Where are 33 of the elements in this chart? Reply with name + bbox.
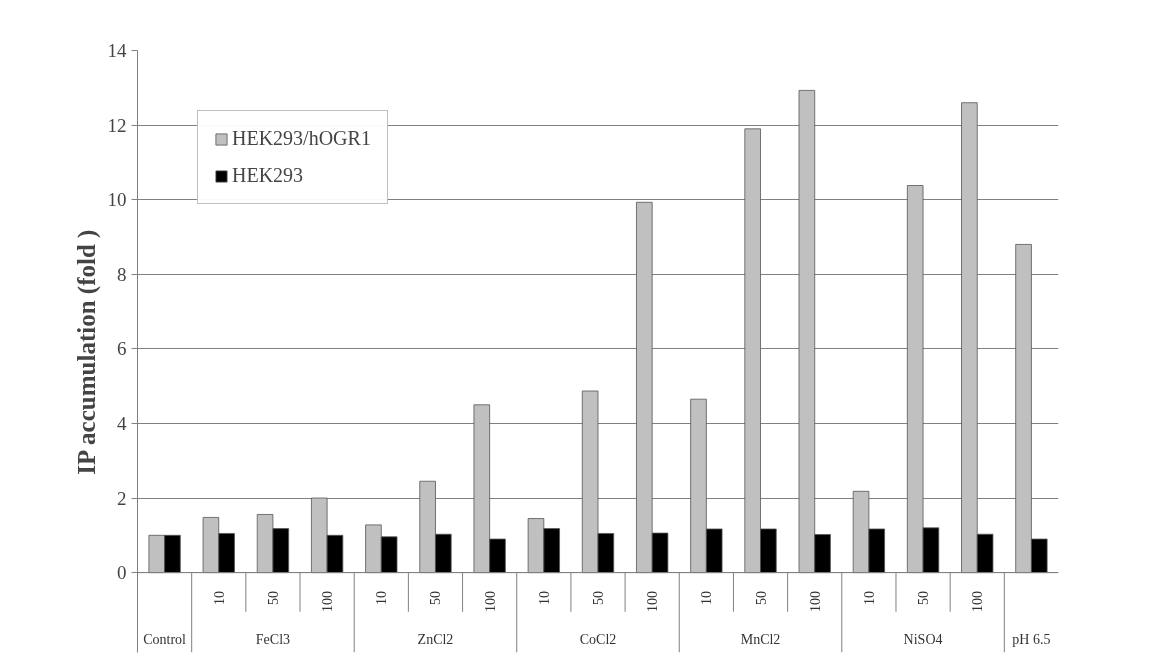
text: pH 6.5 [1012,631,1051,647]
y-tick-label: 6 [117,338,127,360]
text: FeCl3 [255,631,291,647]
x-tick-label: 50 [265,590,281,605]
x-tick-label: 10 [861,590,877,605]
legend-label: HEK293 [232,164,304,187]
text: MnCl2 [740,631,781,647]
x-tick-label: 50 [428,590,444,605]
y-tick-label: 4 [117,412,127,434]
y-tick-label: 0 [117,562,127,584]
x-tick-label: 10 [211,590,227,605]
x-tick-label: 50 [591,590,606,605]
y-axis-title: IP accumulation (fold ) [72,229,101,475]
y-tick-label: 14 [107,40,127,61]
text: CoCl2 [579,631,617,647]
x-tick-label: 10 [374,590,390,605]
y-tick-label: 10 [107,189,127,211]
y-tick-label: 2 [117,487,127,509]
x-tick-label: 50 [753,590,769,605]
x-tick-label: 100 [645,590,661,612]
x-tick-label: 100 [320,590,336,612]
y-tick-label: 8 [117,263,127,285]
legend-label: HEK293/hOGR1 [232,127,371,150]
x-tick-label: 100 [482,590,498,612]
y-tick-label: 12 [107,114,127,136]
x-tick-label: 10 [536,590,552,605]
x-tick-label: 100 [807,590,823,612]
x-tick-label: 100 [970,590,986,612]
text: ZnCl2 [417,631,454,647]
text: NiSO4 [903,631,943,647]
x-tick-label: 50 [916,590,932,605]
x-tick-label: 10 [699,590,715,605]
text: Control [143,631,187,647]
